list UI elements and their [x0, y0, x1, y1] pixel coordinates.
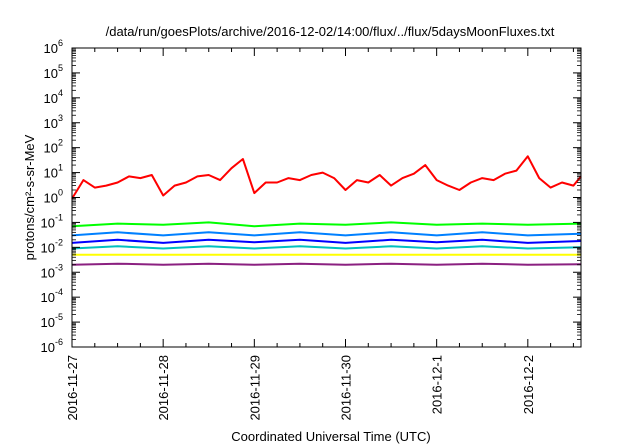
y-tick-base: 10 [44, 166, 58, 181]
y-ticks: 10610510410310210110010-110-210-310-410-… [41, 38, 581, 355]
y-axis-label-text: protons/cm²-s-sr-MeV [22, 134, 37, 260]
y-tick-exponent: 0 [58, 188, 63, 198]
x-ticks: 2016-11-27 2016-11-28 2016-11-29 2016-11-30… [65, 48, 574, 421]
y-tick-exponent: -3 [55, 262, 63, 272]
series-line-5 [71, 245, 582, 250]
x-tick-label: 2016-12-2 [521, 355, 536, 414]
y-tick-label: 10-5 [41, 312, 63, 330]
y-tick-exponent: -6 [55, 337, 63, 347]
x-tick-label: 2016-11-28 [156, 355, 171, 421]
y-tick-label: 101 [44, 163, 63, 181]
y-tick-base: 10 [41, 315, 55, 330]
y-tick-exponent: -5 [55, 312, 63, 322]
y-tick-label: 10-3 [41, 262, 63, 280]
y-tick-label: 10-4 [41, 287, 63, 305]
y-tick-base: 10 [44, 91, 58, 106]
series-line-7 [71, 262, 582, 266]
y-tick-exponent: 2 [58, 138, 63, 148]
y-tick-exponent: -1 [55, 212, 63, 222]
y-tick-label: 104 [44, 88, 63, 106]
chart-title: /data/run/goesPlots/archive/2016-12-02/1… [106, 24, 555, 39]
x-axis-label: Coordinated Universal Time (UTC) [231, 429, 430, 444]
y-tick-base: 10 [41, 290, 55, 305]
y-tick-label: 103 [44, 113, 63, 131]
y-tick-exponent: 6 [58, 38, 63, 48]
series-line-3 [71, 231, 582, 237]
y-tick-exponent: 3 [58, 113, 63, 123]
series-layer [71, 155, 582, 266]
y-tick-label: 105 [44, 63, 63, 81]
y-tick-base: 10 [41, 240, 55, 255]
y-tick-exponent: 1 [58, 163, 63, 173]
x-tick-label: 2016-11-29 [247, 355, 262, 421]
series-line-4 [71, 238, 582, 244]
y-tick-exponent: -4 [55, 287, 63, 297]
series-line-1 [71, 155, 582, 200]
y-tick-label: 10-2 [41, 237, 63, 255]
y-tick-label: 100 [44, 188, 63, 206]
y-tick-base: 10 [44, 116, 58, 131]
x-tick-label: 2016-11-27 [65, 355, 80, 421]
y-tick-base: 10 [44, 66, 58, 81]
y-axis-label: protons/cm²-s-sr-MeV [22, 134, 37, 260]
y-tick-exponent: 4 [58, 88, 63, 98]
y-tick-label: 102 [44, 138, 63, 156]
plot-frame [71, 47, 582, 348]
x-tick-label: 2016-12-1 [430, 355, 445, 414]
y-tick-base: 10 [44, 191, 58, 206]
y-tick-base: 10 [41, 340, 55, 355]
y-tick-label: 10-1 [41, 212, 63, 230]
x-tick-label: 2016-11-30 [339, 355, 354, 421]
y-tick-label: 10-6 [41, 337, 63, 355]
y-tick-base: 10 [41, 215, 55, 230]
y-tick-exponent: -2 [55, 237, 63, 247]
series-line-2 [71, 221, 582, 228]
y-tick-label: 106 [44, 38, 63, 56]
y-tick-base: 10 [44, 141, 58, 156]
y-tick-base: 10 [44, 41, 58, 56]
y-tick-exponent: 5 [58, 63, 63, 73]
y-tick-base: 10 [41, 265, 55, 280]
